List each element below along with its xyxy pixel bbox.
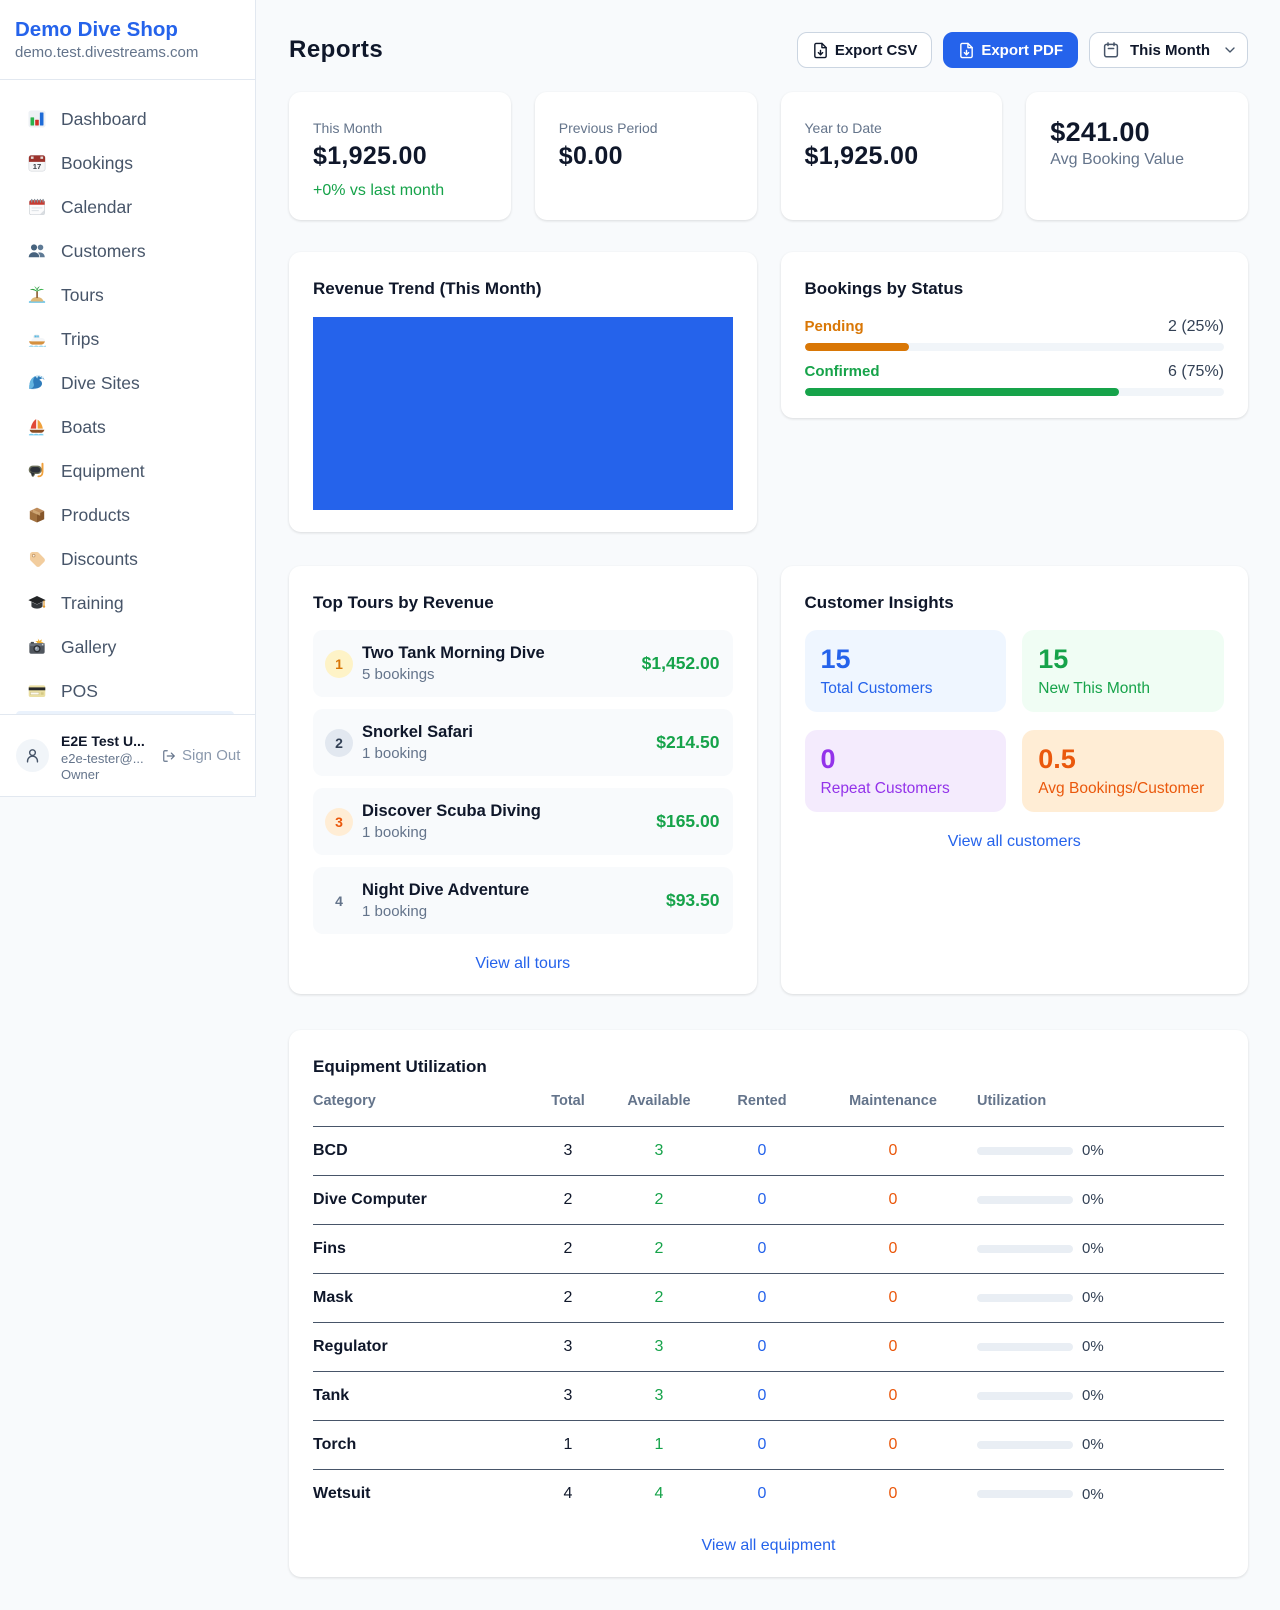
- svg-text:17: 17: [33, 162, 41, 171]
